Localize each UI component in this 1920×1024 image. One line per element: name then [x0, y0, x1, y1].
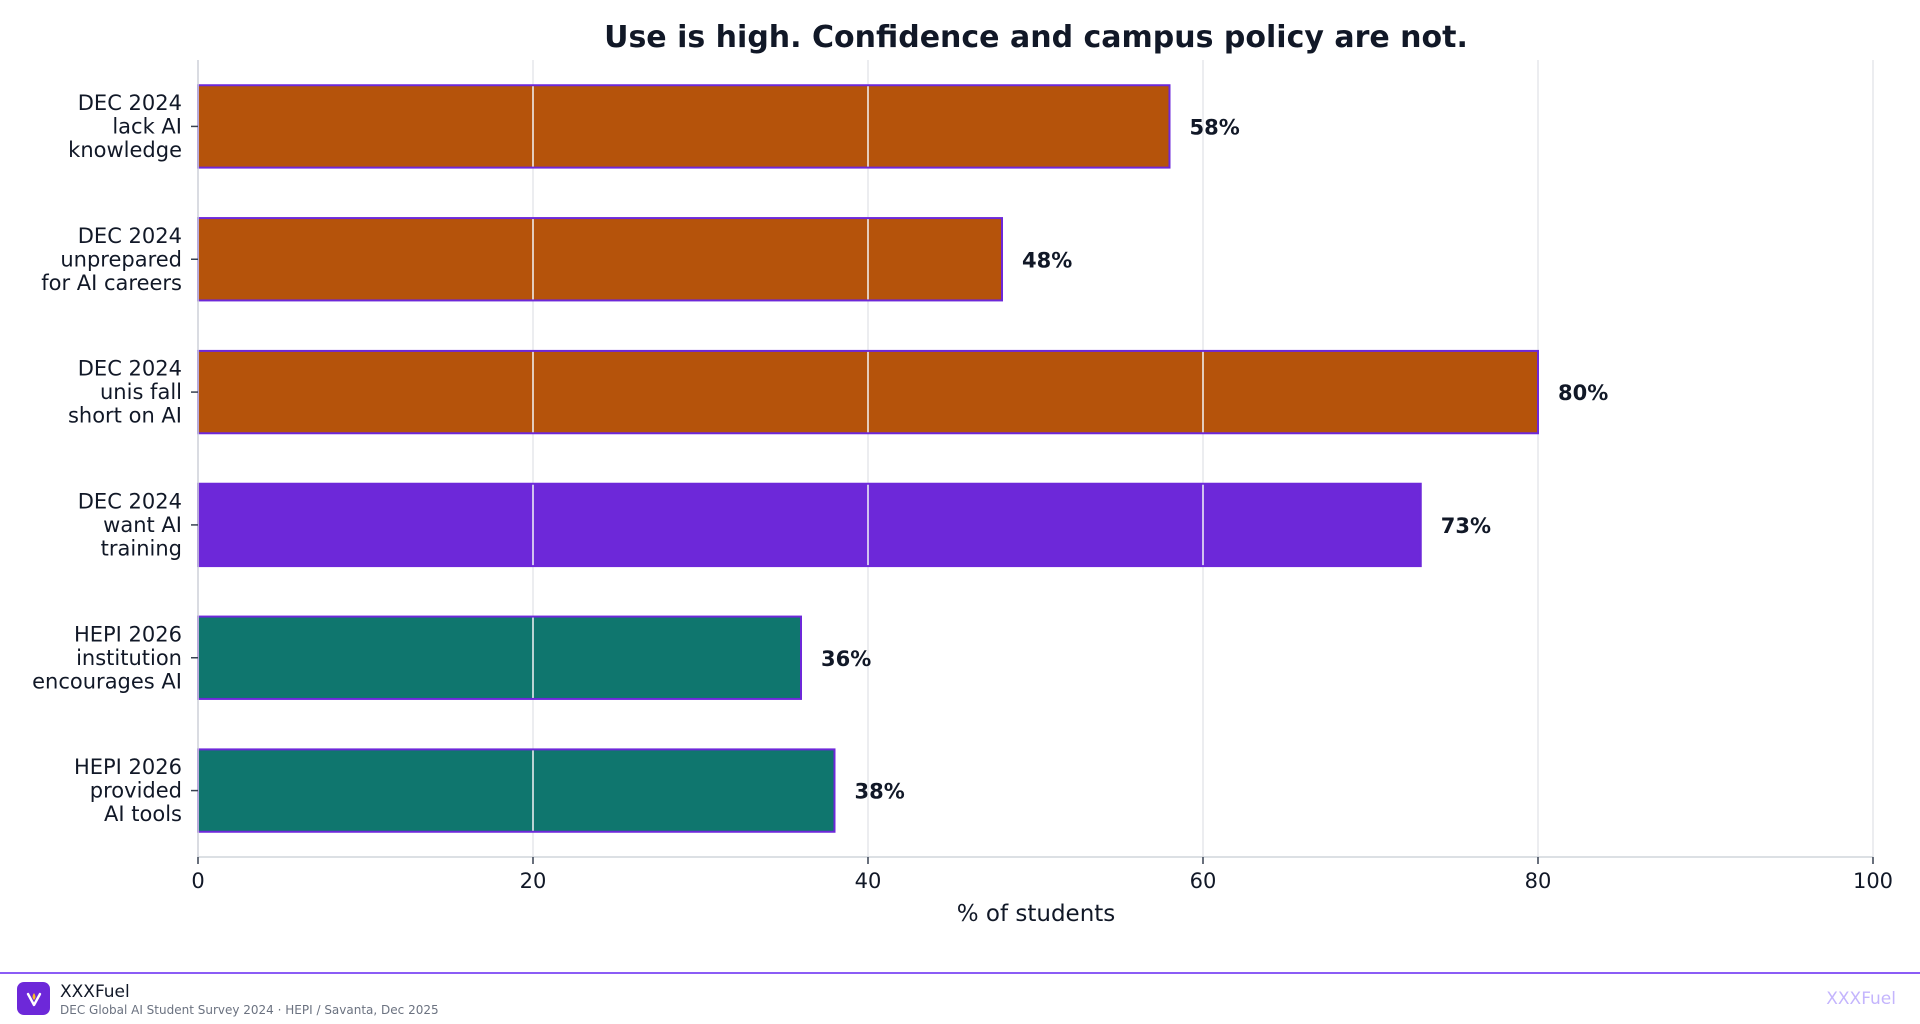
bar	[197, 482, 1422, 568]
y-tick-label-line: want AI	[103, 513, 182, 537]
x-tick-label: 0	[191, 869, 204, 893]
x-tick-label: 100	[1853, 869, 1893, 893]
grid-lines	[197, 60, 1874, 857]
y-tick-label-line: DEC 2024	[78, 357, 182, 381]
y-tick-label-line: encourages AI	[32, 669, 182, 693]
y-tick-label-line: DEC 2024	[78, 91, 182, 115]
watermark: XXXFuel	[1826, 989, 1896, 1009]
y-tick-label-line: knowledge	[68, 138, 182, 162]
y-tick-label-line: DEC 2024	[78, 489, 182, 513]
x-tick-label: 60	[1190, 869, 1217, 893]
brand-name: XXXFuel	[60, 982, 130, 1002]
y-tick-label-line: AI tools	[104, 802, 182, 826]
bar-value-label: 48%	[1022, 248, 1072, 272]
y-tick-label-line: unis fall	[100, 380, 182, 404]
bar-value-label: 38%	[855, 780, 905, 804]
y-tick-label-line: HEPI 2026	[74, 755, 182, 779]
y-tick-label: DEC 2024 unis fall short on AI	[68, 357, 182, 428]
bar	[197, 615, 802, 700]
bar-value-label: 58%	[1190, 115, 1240, 139]
bars: 58% 48% 80% 73% 36% 38%	[197, 84, 1608, 833]
x-tick-label: 40	[855, 869, 882, 893]
y-tick-label-line: institution	[76, 646, 182, 670]
y-tick-label-line: lack AI	[112, 114, 182, 138]
chart-title: Use is high. Confidence and campus polic…	[604, 20, 1468, 55]
bar	[197, 84, 1171, 169]
y-tick-label-line: unprepared	[60, 247, 182, 271]
y-tick-label: DEC 2024 lack AI knowledge	[68, 91, 182, 162]
x-tick-label: 20	[520, 869, 547, 893]
brand-logo-icon	[17, 982, 50, 1015]
bar-chart: Use is high. Confidence and campus polic…	[32, 20, 1893, 927]
x-tick-label: 80	[1525, 869, 1552, 893]
y-tick-label: DEC 2024 unprepared for AI careers	[41, 224, 182, 295]
y-tick-label-line: provided	[90, 779, 182, 803]
y-tick-label-line: for AI careers	[41, 271, 182, 295]
y-tick-label-line: short on AI	[68, 404, 182, 428]
bar	[197, 748, 836, 833]
bar-value-label: 73%	[1441, 514, 1491, 538]
y-tick-label-line: DEC 2024	[78, 224, 182, 248]
y-tick-label: HEPI 2026 provided AI tools	[74, 755, 182, 826]
chart: Use is high. Confidence and campus polic…	[32, 20, 1893, 927]
footer: XXXFuel DEC Global AI Student Survey 202…	[0, 972, 1920, 1024]
y-tick-label-line: training	[101, 536, 182, 560]
bar-value-label: 36%	[821, 647, 871, 671]
y-tick-label: DEC 2024 want AI training	[78, 489, 182, 560]
bar	[197, 217, 1003, 302]
bar-value-label: 80%	[1558, 381, 1608, 405]
x-axis-label: % of students	[957, 901, 1116, 927]
y-tick-label: HEPI 2026 institution encourages AI	[32, 622, 182, 693]
y-tick-label-line: HEPI 2026	[74, 622, 182, 646]
source-note: DEC Global AI Student Survey 2024 · HEPI…	[60, 1003, 439, 1017]
